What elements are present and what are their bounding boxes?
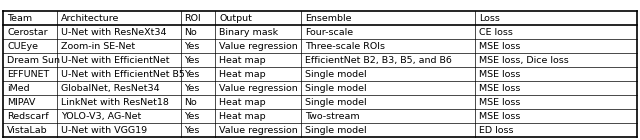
Text: Output: Output <box>220 14 252 23</box>
Text: GlobalNet, ResNet34: GlobalNet, ResNet34 <box>61 84 159 93</box>
Text: Ensemble: Ensemble <box>305 14 351 23</box>
Text: Value regression: Value regression <box>220 84 298 93</box>
Text: Heat map: Heat map <box>220 56 266 65</box>
Text: U-Net with VGG19: U-Net with VGG19 <box>61 126 147 135</box>
Text: CE loss: CE loss <box>479 28 513 37</box>
Text: Dream Sun: Dream Sun <box>7 56 60 65</box>
Text: Single model: Single model <box>305 70 367 79</box>
Text: Yes: Yes <box>184 70 200 79</box>
Text: Loss: Loss <box>479 14 500 23</box>
Text: Architecture: Architecture <box>61 14 119 23</box>
Text: U-Net with EfficientNet B5: U-Net with EfficientNet B5 <box>61 70 185 79</box>
Text: Single model: Single model <box>305 98 367 107</box>
Text: MSE loss: MSE loss <box>479 112 520 121</box>
Text: Single model: Single model <box>305 84 367 93</box>
Text: U-Net with ResNeXt34: U-Net with ResNeXt34 <box>61 28 166 37</box>
Text: Heat map: Heat map <box>220 70 266 79</box>
Text: Redscarf: Redscarf <box>7 112 49 121</box>
Text: YOLO-V3, AG-Net: YOLO-V3, AG-Net <box>61 112 141 121</box>
Text: Three-scale ROIs: Three-scale ROIs <box>305 42 385 51</box>
Text: EfficientNet B2, B3, B5, and B6: EfficientNet B2, B3, B5, and B6 <box>305 56 452 65</box>
Text: VistaLab: VistaLab <box>7 126 47 135</box>
Text: Cerostar: Cerostar <box>7 28 47 37</box>
Text: Yes: Yes <box>184 84 200 93</box>
Text: EFFUNET: EFFUNET <box>7 70 49 79</box>
Text: Yes: Yes <box>184 126 200 135</box>
Text: Single model: Single model <box>305 126 367 135</box>
Text: iMed: iMed <box>7 84 29 93</box>
Text: MSE loss, Dice loss: MSE loss, Dice loss <box>479 56 569 65</box>
Text: CUEye: CUEye <box>7 42 38 51</box>
Text: Team: Team <box>7 14 32 23</box>
Text: Yes: Yes <box>184 42 200 51</box>
Text: Two-stream: Two-stream <box>305 112 360 121</box>
Text: Yes: Yes <box>184 112 200 121</box>
Text: Binary mask: Binary mask <box>220 28 278 37</box>
Text: MSE loss: MSE loss <box>479 98 520 107</box>
Text: MSE loss: MSE loss <box>479 84 520 93</box>
Text: ED loss: ED loss <box>479 126 513 135</box>
Text: Heat map: Heat map <box>220 98 266 107</box>
Text: No: No <box>184 28 197 37</box>
Text: Four-scale: Four-scale <box>305 28 353 37</box>
Text: U-Net with EfficientNet: U-Net with EfficientNet <box>61 56 170 65</box>
Text: LinkNet with ResNet18: LinkNet with ResNet18 <box>61 98 169 107</box>
Text: MSE loss: MSE loss <box>479 70 520 79</box>
Text: Yes: Yes <box>184 56 200 65</box>
Text: Heat map: Heat map <box>220 112 266 121</box>
Text: MSE loss: MSE loss <box>479 42 520 51</box>
Text: Zoom-in SE-Net: Zoom-in SE-Net <box>61 42 135 51</box>
Text: Value regression: Value regression <box>220 126 298 135</box>
Text: Value regression: Value regression <box>220 42 298 51</box>
Text: MIPAV: MIPAV <box>7 98 35 107</box>
Text: No: No <box>184 98 197 107</box>
Text: ROI: ROI <box>184 14 201 23</box>
